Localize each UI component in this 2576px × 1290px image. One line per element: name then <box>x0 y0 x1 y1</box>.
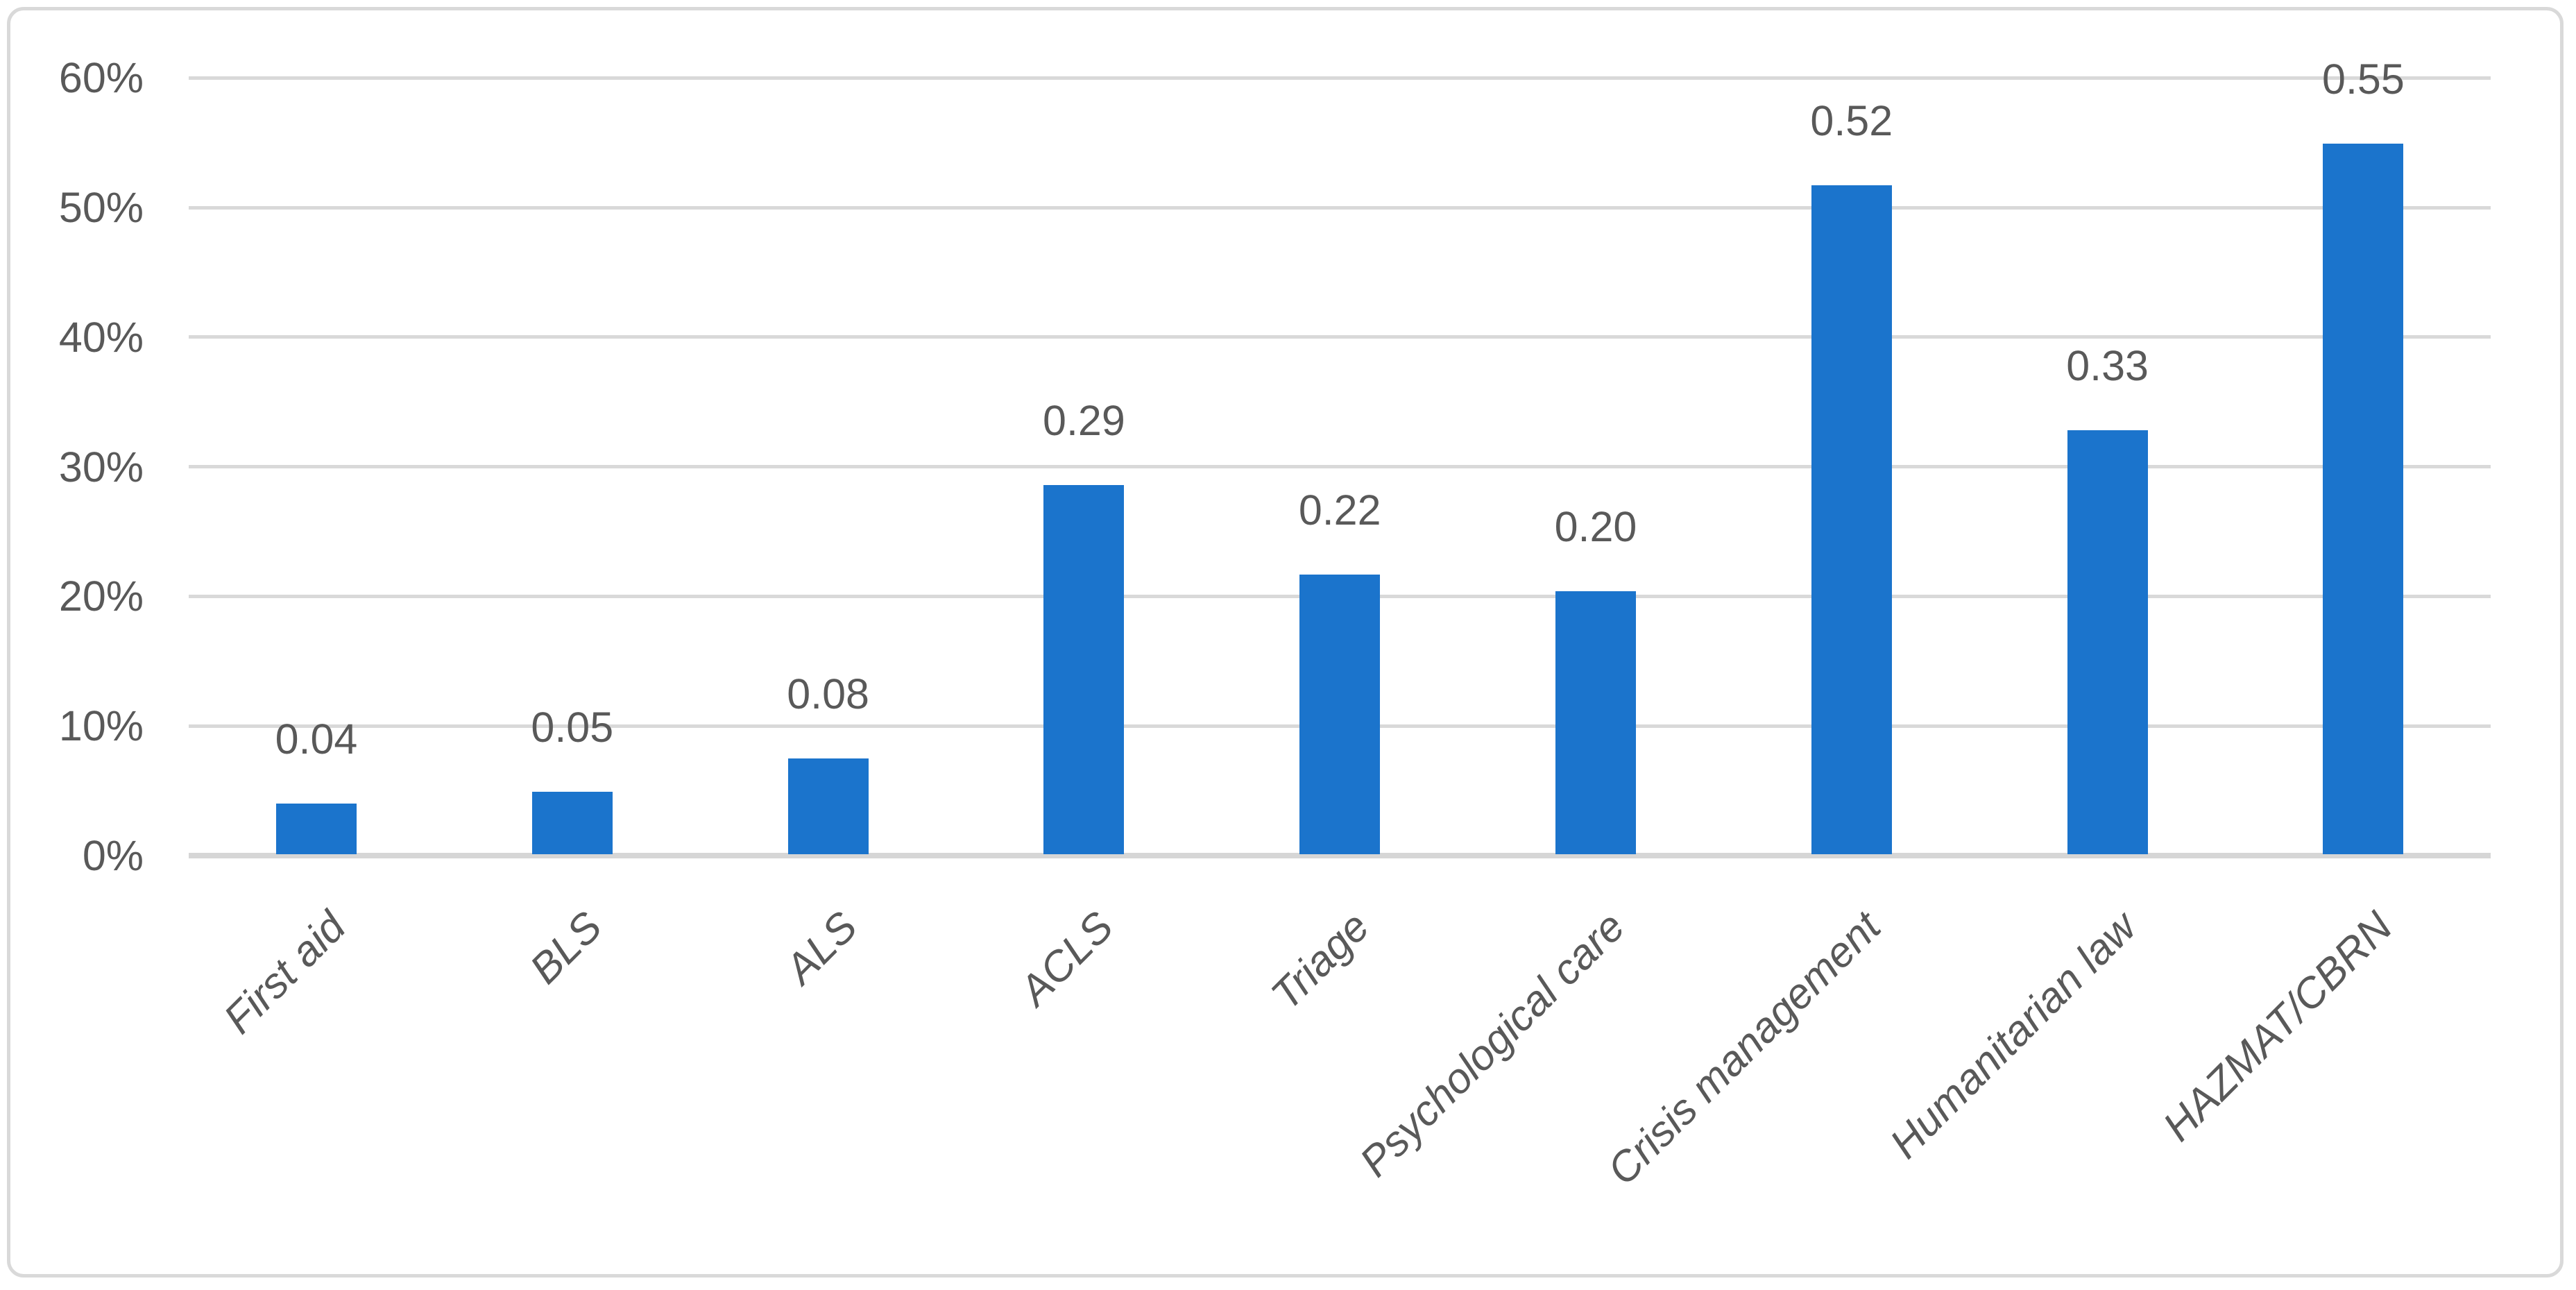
bar-humanitarian-law <box>2067 430 2148 854</box>
gridline-60% <box>189 76 2491 80</box>
data-label-psychological-care: 0.20 <box>1554 502 1637 550</box>
bar-bls <box>531 792 613 854</box>
data-label-humanitarian-law: 0.33 <box>2066 342 2149 390</box>
y-axis-tick-label-50: 50% <box>58 184 144 231</box>
gridline-40% <box>189 335 2491 339</box>
bar-triage <box>1299 574 1381 854</box>
data-label-acls: 0.29 <box>1043 396 1125 444</box>
y-axis-tick-label-40: 40% <box>58 313 144 361</box>
chart-area-border <box>7 7 2564 1278</box>
gridline-50% <box>189 205 2491 210</box>
bar-psychological-care <box>1555 591 1636 854</box>
data-label-als: 0.08 <box>787 670 869 718</box>
gridline-30% <box>189 465 2491 469</box>
data-label-first-aid: 0.04 <box>275 715 358 763</box>
y-axis-tick-label-60: 60% <box>58 54 144 102</box>
bar-acls <box>1043 484 1125 854</box>
y-axis-tick-label-30: 30% <box>58 443 144 491</box>
data-label-crisis-management: 0.52 <box>1810 97 1893 145</box>
bar-als <box>787 758 869 854</box>
y-axis-tick-label-0: 0% <box>82 832 144 879</box>
x-axis-line <box>189 853 2491 858</box>
bar-hazmat-cbrn <box>2323 144 2404 854</box>
y-axis-tick-label-10: 10% <box>58 702 144 750</box>
data-label-triage: 0.22 <box>1298 486 1381 534</box>
data-label-bls: 0.05 <box>531 704 614 752</box>
bar-crisis-management <box>1811 185 1892 854</box>
data-label-hazmat-cbrn: 0.55 <box>2322 56 2405 103</box>
bar-first-aid <box>276 804 357 854</box>
y-axis-tick-label-20: 20% <box>58 572 144 620</box>
